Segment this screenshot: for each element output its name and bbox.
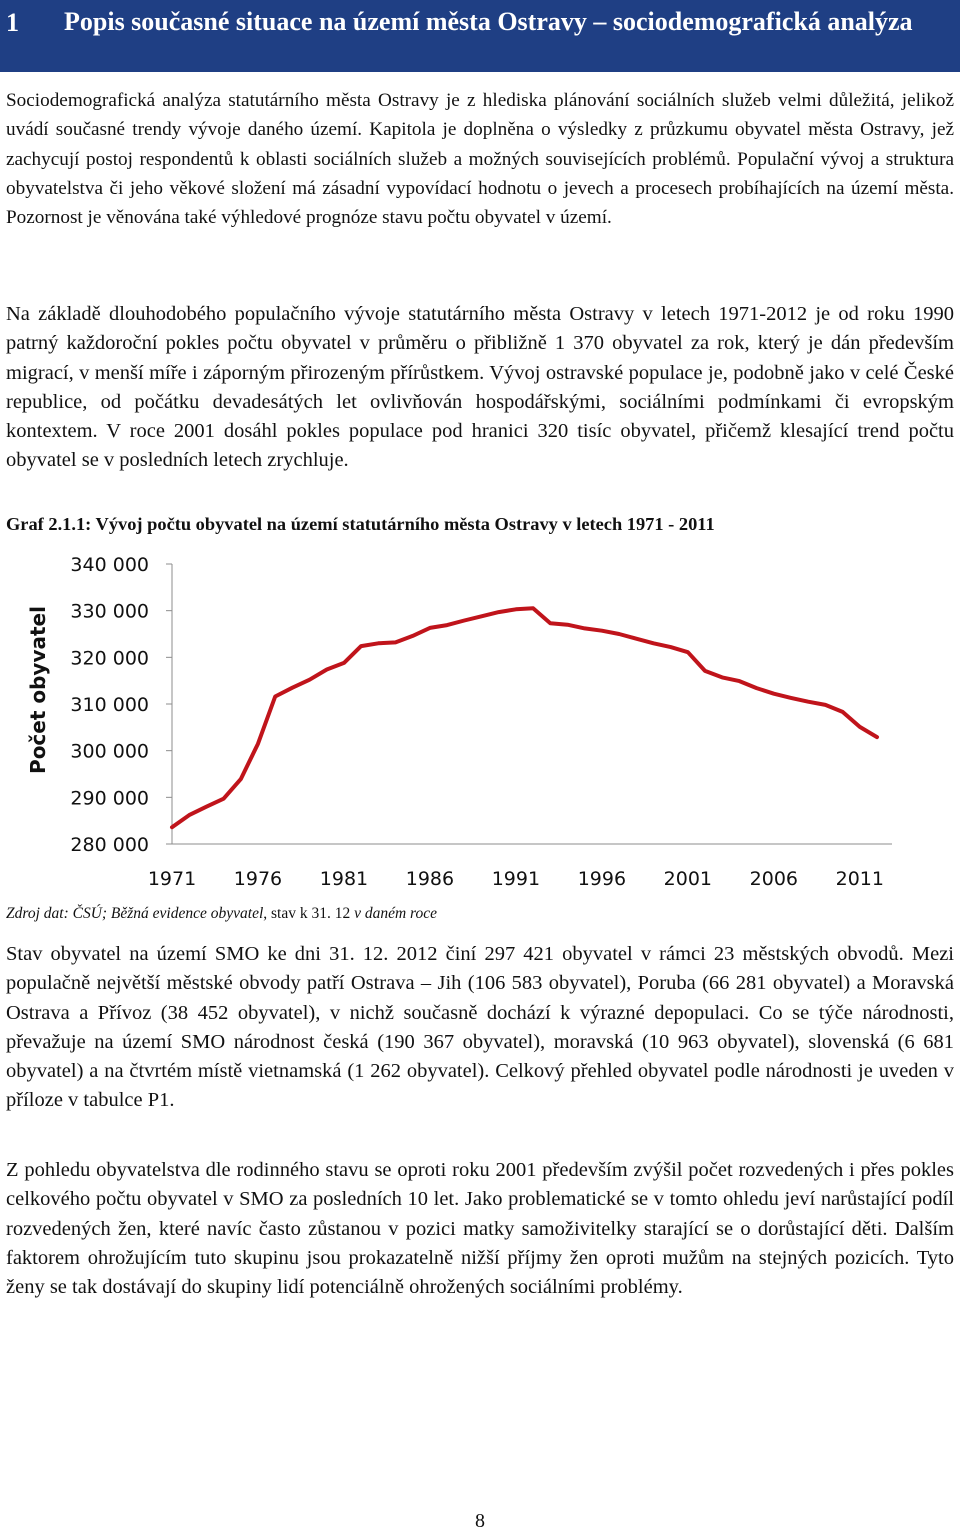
- data-source: Zdroj dat: ČSÚ; Běžná evidence obyvatel,…: [6, 905, 437, 923]
- x-tick-label: 1986: [406, 868, 454, 890]
- x-tick-label: 2011: [836, 868, 884, 890]
- y-tick-label: 280 000: [70, 834, 149, 856]
- source-date: , stav k 31. 12: [263, 905, 351, 922]
- population-chart-svg: 280 000 290 000 300 000 310 000 320 000 330 0…: [26, 554, 892, 890]
- y-axis-title: Počet obyvatel: [26, 606, 50, 774]
- page-number: 8: [475, 1510, 485, 1532]
- population-chart: 280 000 290 000 300 000 310 000 320 000 330 0…: [0, 540, 960, 900]
- y-tick-label: 330 000: [70, 601, 149, 623]
- section-heading: 1 Popis současné situace na území města …: [0, 0, 960, 72]
- x-tick-label: 1981: [320, 868, 368, 890]
- paragraph-family: Z pohledu obyvatelstva dle rodinného sta…: [6, 1159, 954, 1299]
- y-tick-label: 300 000: [70, 741, 149, 763]
- paragraph-intro: Sociodemografická analýza statutárního m…: [6, 90, 954, 229]
- x-tick-label: 1976: [234, 868, 282, 890]
- y-tick-label: 290 000: [70, 787, 149, 809]
- population-series-line: [170, 606, 879, 830]
- section-title: Popis současné situace na území města Os…: [64, 7, 913, 36]
- y-tick-label: 310 000: [70, 694, 149, 716]
- y-tick-label: 320 000: [70, 647, 149, 669]
- y-tick-label: 340 000: [70, 554, 149, 576]
- source-name: Zdroj dat: ČSÚ; Běžná evidence obyvatel: [6, 905, 264, 922]
- x-tick-label: 2001: [664, 868, 712, 890]
- x-tick-label: 1996: [578, 868, 626, 890]
- paragraph-development: Na základě dlouhodobého populačního vývo…: [6, 303, 954, 472]
- figure-caption: Graf 2.1.1: Vývoj počtu obyvatel na územ…: [6, 514, 715, 534]
- x-tick-label: 1971: [148, 868, 196, 890]
- source-suffix: v daném roce: [350, 905, 438, 922]
- x-tick-label: 2006: [750, 868, 798, 890]
- paragraph-state: Stav obyvatel na území SMO ke dni 31. 12…: [6, 943, 954, 1112]
- x-tick-label: 1991: [492, 868, 540, 890]
- section-number: 1: [6, 8, 19, 37]
